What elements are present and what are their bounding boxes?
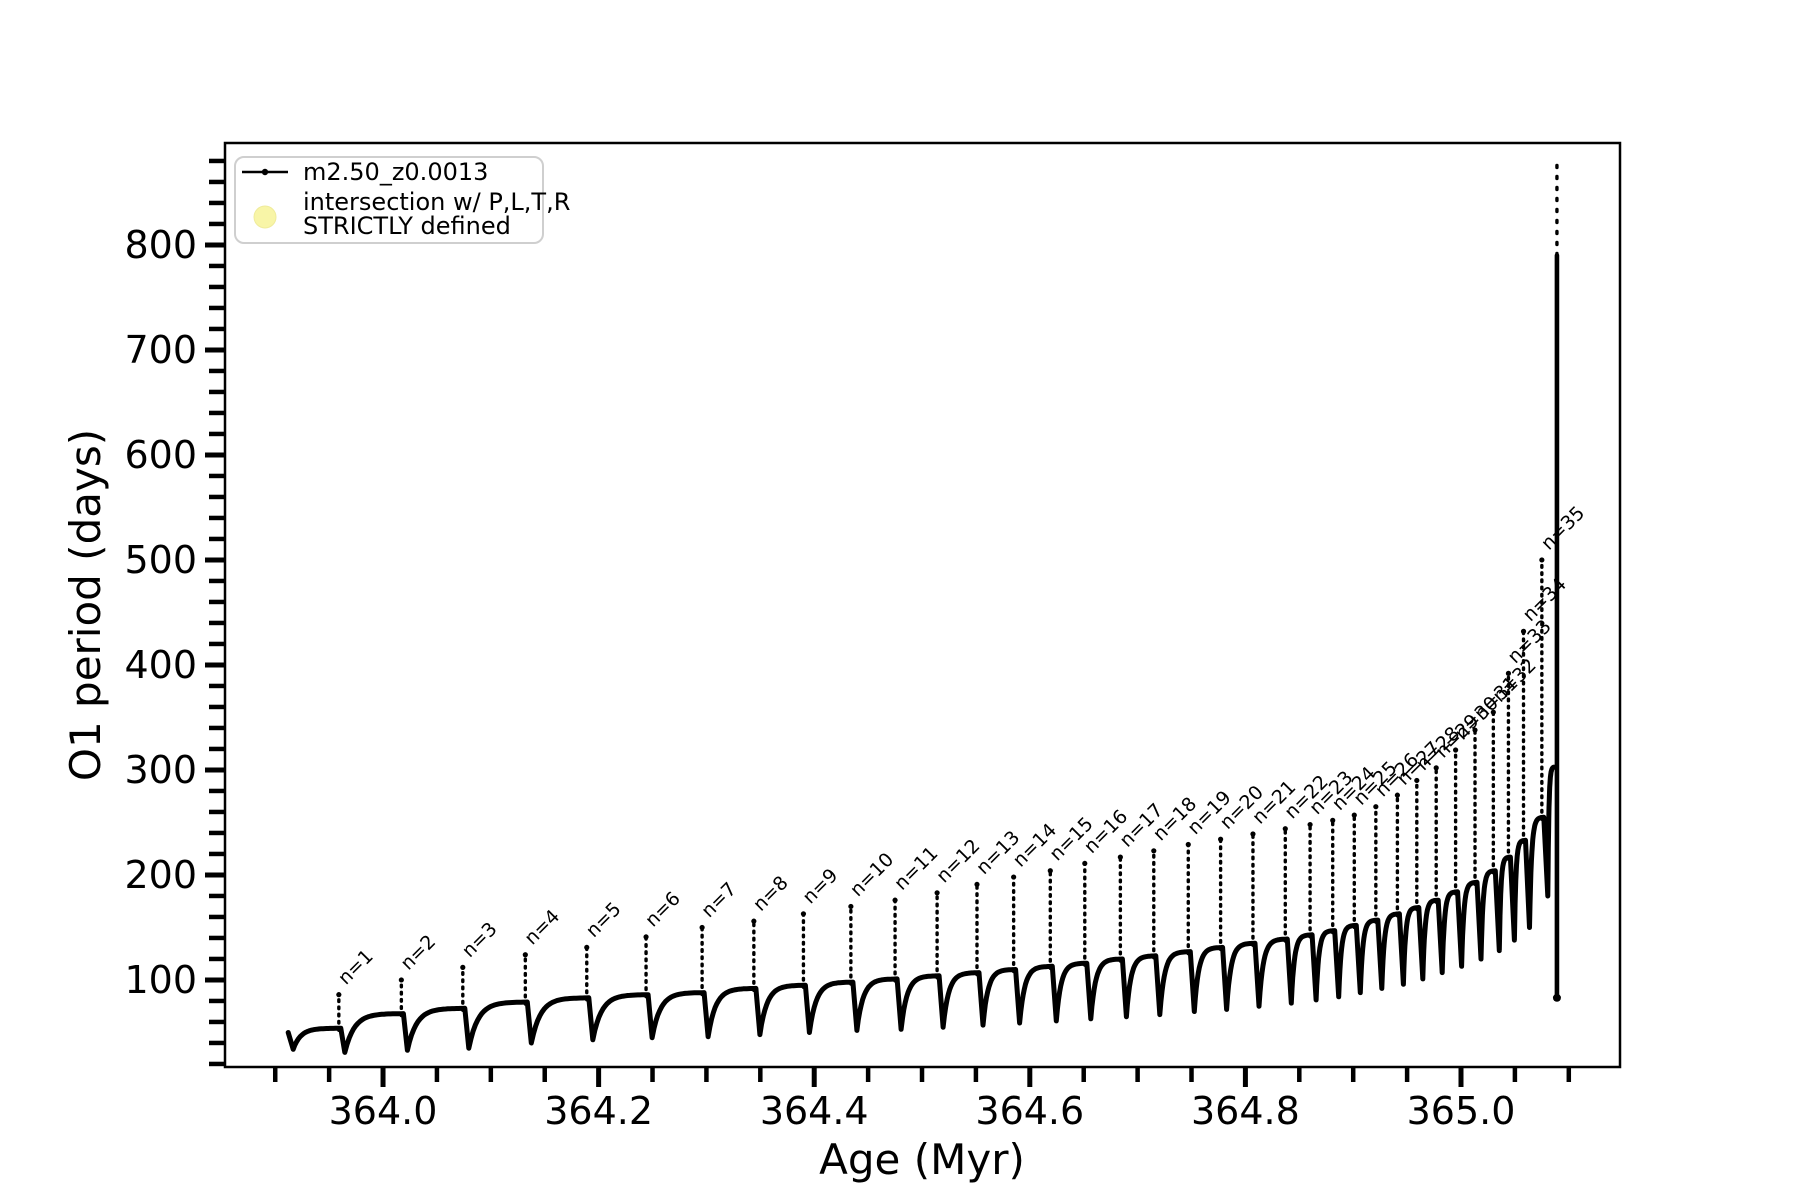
svg-text:800: 800 (124, 223, 197, 267)
y-axis-label: O1 period (days) (61, 429, 110, 781)
svg-text:n=8: n=8 (749, 872, 793, 916)
svg-text:300: 300 (124, 748, 197, 792)
svg-text:364.4: 364.4 (760, 1089, 869, 1133)
legend-line-marker-dot (261, 168, 269, 176)
svg-text:364.6: 364.6 (975, 1089, 1084, 1133)
svg-text:n=4: n=4 (520, 905, 564, 949)
legend-box (234, 156, 544, 244)
svg-text:n=35: n=35 (1537, 502, 1589, 554)
svg-text:365.0: 365.0 (1407, 1089, 1516, 1133)
legend-label-intersection-line2: STRICTLY defined (303, 212, 511, 240)
svg-text:100: 100 (124, 958, 197, 1002)
axis-ticks (205, 158, 1572, 1087)
svg-text:200: 200 (124, 853, 197, 897)
svg-text:n=3: n=3 (458, 918, 502, 962)
svg-text:n=1: n=1 (334, 945, 378, 989)
svg-text:n=5: n=5 (582, 898, 626, 942)
svg-text:400: 400 (124, 643, 197, 687)
axis-tick-labels: 100 200 300 400 500 600 700 800 364.0 364.2 364.4 3… (124, 223, 1515, 1133)
x-axis-label: Age (Myr) (819, 1135, 1025, 1184)
svg-text:364.2: 364.2 (544, 1089, 653, 1133)
legend-intersection-marker-icon (253, 205, 277, 229)
svg-text:n=34: n=34 (1519, 573, 1571, 625)
legend-label-intersection-line1: intersection w/ P,L,T,R (303, 188, 570, 216)
svg-text:364.8: 364.8 (1191, 1089, 1300, 1133)
legend: m2.50_z0.0013 intersection w/ P,L,T,R ST… (234, 156, 570, 244)
legend-label-series: m2.50_z0.0013 (303, 158, 488, 186)
svg-text:n=2: n=2 (396, 931, 440, 975)
svg-text:n=7: n=7 (697, 878, 741, 922)
svg-text:600: 600 (124, 433, 197, 477)
period-curve (285, 161, 1561, 1055)
svg-text:500: 500 (124, 538, 197, 582)
svg-text:n=9: n=9 (798, 864, 842, 908)
svg-text:n=10: n=10 (846, 849, 898, 901)
svg-text:700: 700 (124, 328, 197, 372)
plot-border (223, 141, 1622, 1069)
svg-text:364.0: 364.0 (329, 1089, 438, 1133)
svg-text:n=6: n=6 (641, 888, 685, 932)
